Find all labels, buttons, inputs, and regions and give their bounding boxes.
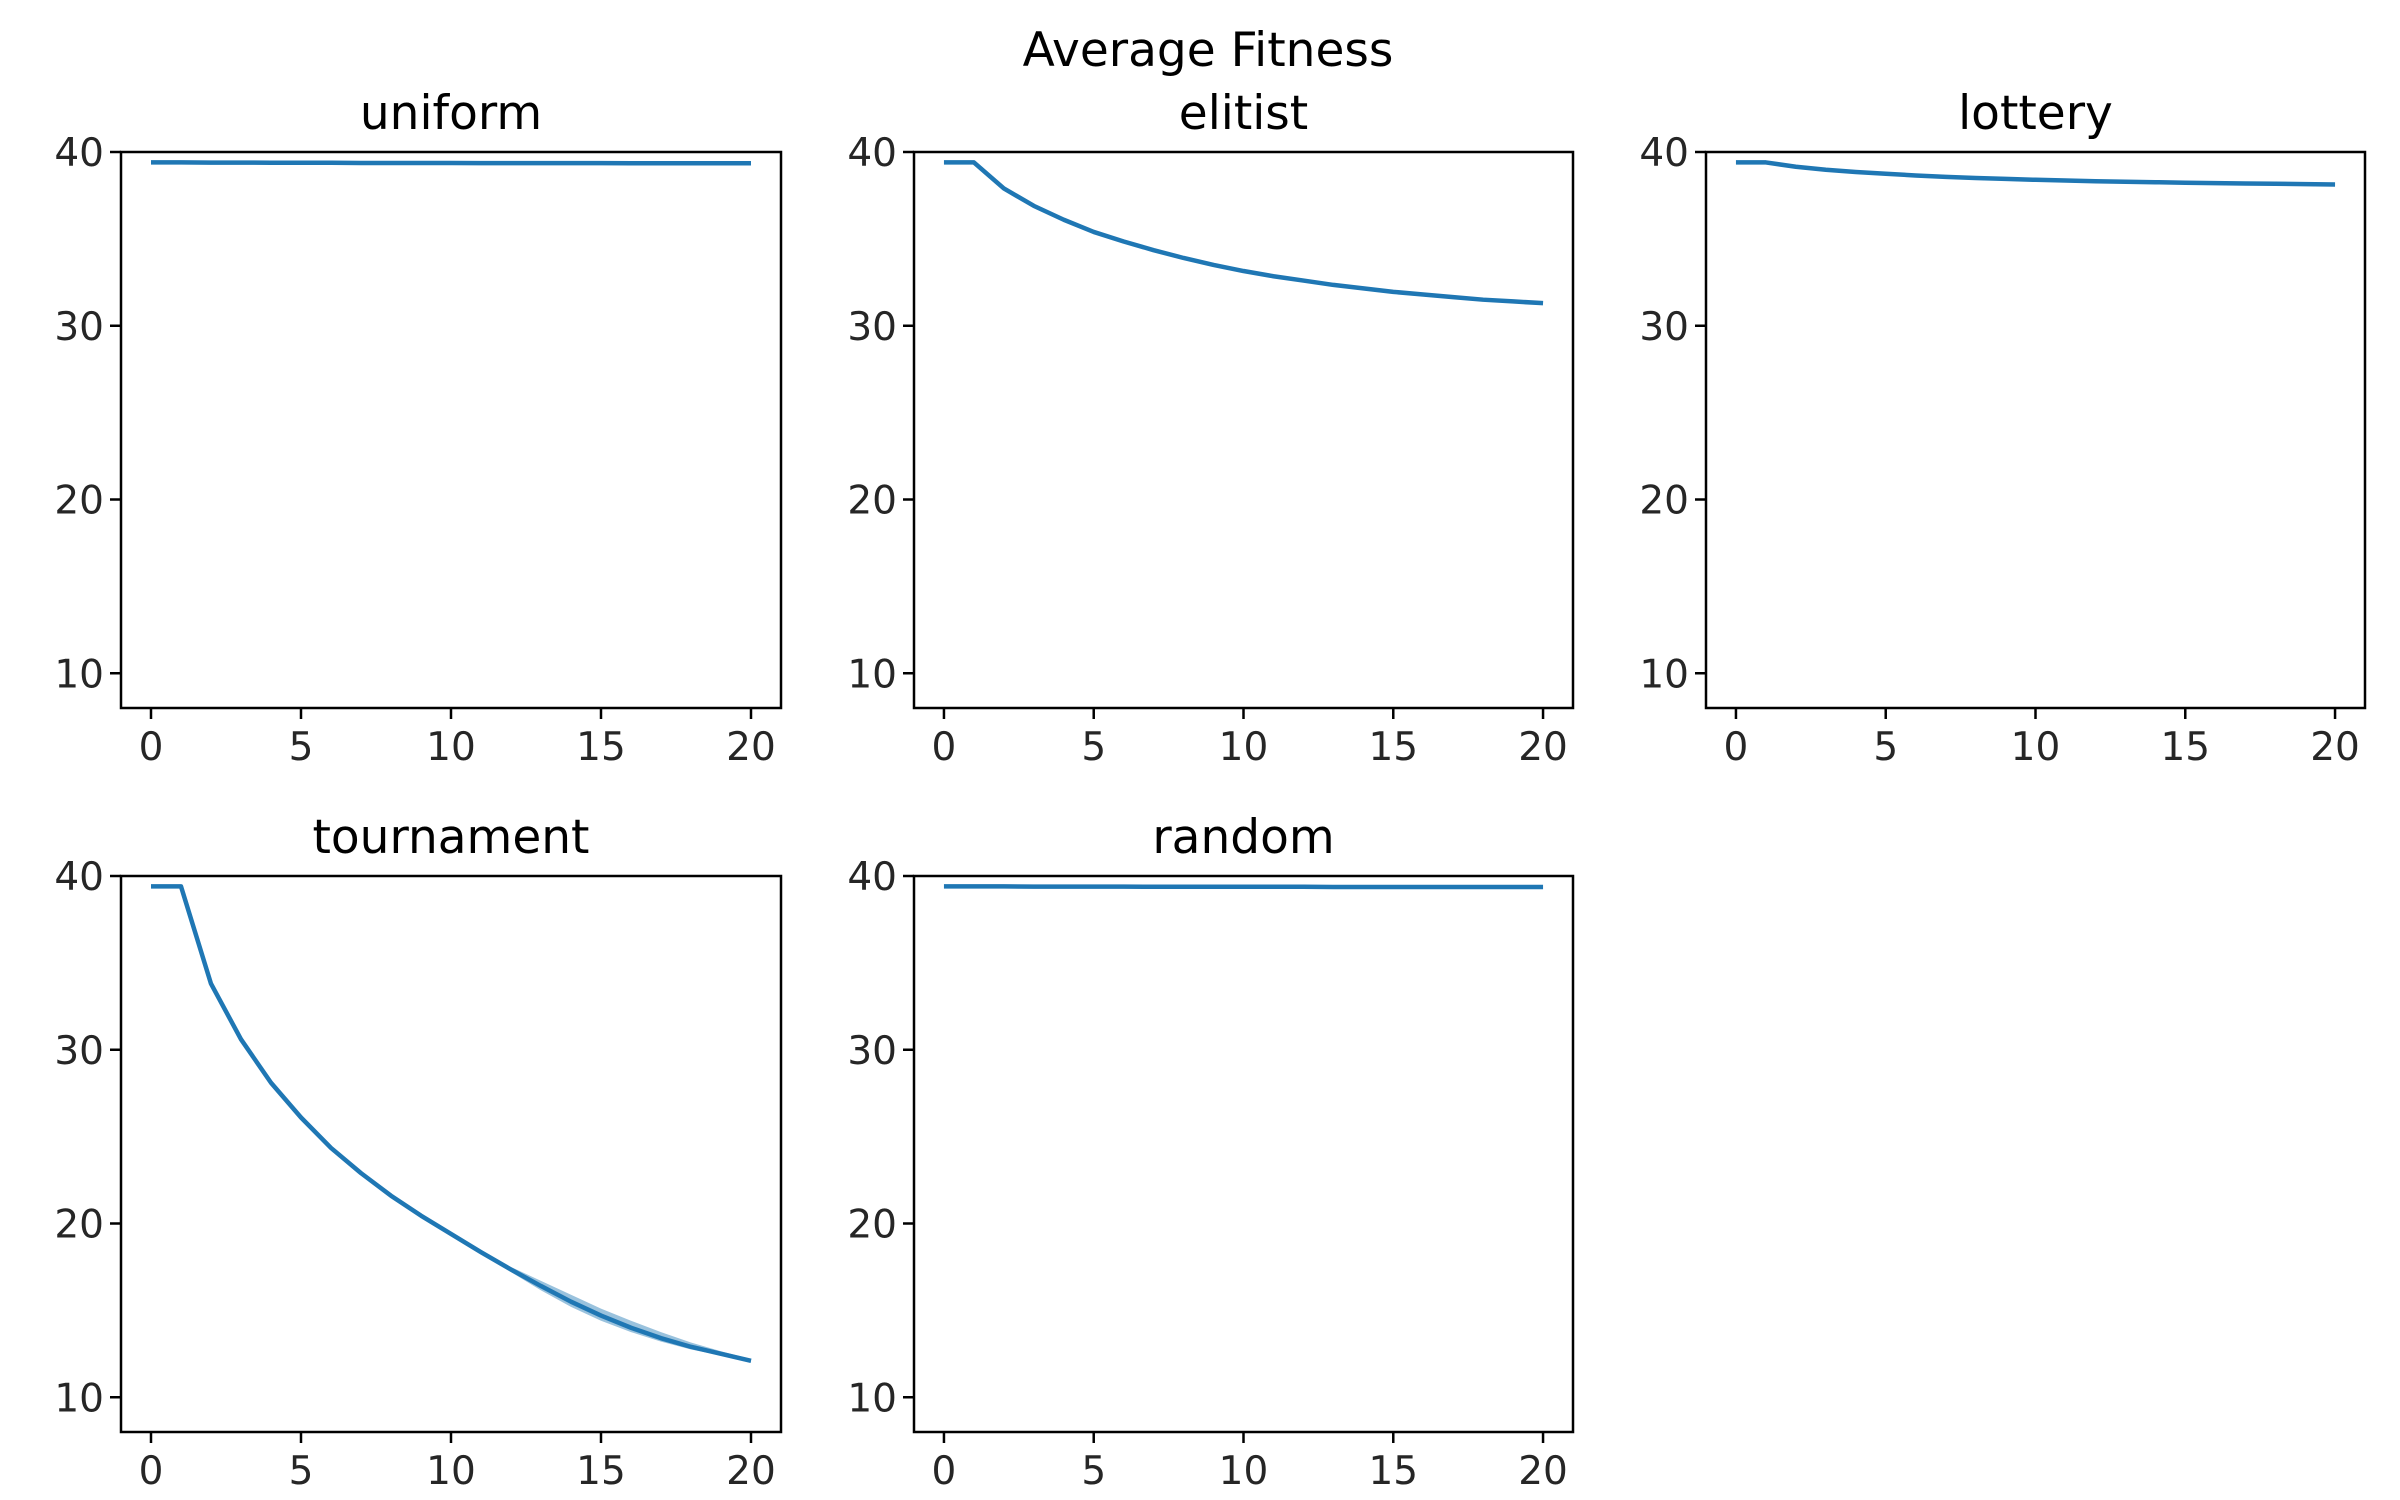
x-tick-label: 0: [932, 725, 957, 770]
y-tick-label: 30: [54, 1029, 104, 1074]
x-tick-label: 0: [932, 1449, 957, 1494]
subplot-title: uniform: [360, 86, 542, 141]
y-tick-label: 30: [1639, 305, 1689, 350]
series-line: [1735, 160, 2336, 187]
y-tick-label: 30: [54, 305, 104, 350]
x-tick-label: 15: [1368, 1449, 1418, 1494]
x-tick-label: 10: [2011, 725, 2061, 770]
subplot-title: lottery: [1958, 86, 2113, 141]
y-tick-label: 10: [1639, 652, 1689, 697]
y-tick-label: 40: [54, 855, 104, 900]
x-tick-label: 5: [289, 725, 314, 770]
subplot-lottery: 0 5 10 15 20 10 20 30 40 lottery: [1639, 86, 2367, 770]
subplot-title: random: [1152, 810, 1334, 865]
plot-area: [943, 160, 1544, 306]
x-tick-label: 20: [726, 725, 776, 770]
axes-frame: [1704, 150, 2367, 710]
x-tick-label: 5: [1081, 1449, 1106, 1494]
y-tick-label: 40: [847, 131, 897, 176]
figure-title: Average Fitness: [1023, 23, 1394, 78]
x-tick-label: 20: [1518, 1449, 1568, 1494]
x-tick-label: 5: [1081, 725, 1106, 770]
x-tick-label: 10: [1219, 1449, 1269, 1494]
x-tick-label: 0: [139, 1449, 164, 1494]
y-tick-label: 40: [847, 855, 897, 900]
y-tick-label: 20: [54, 479, 104, 524]
x-tick-label: 20: [2310, 725, 2360, 770]
x-tick-label: 15: [2160, 725, 2210, 770]
subplot-random: 0 5 10 15 20 10 20 30 40 random: [847, 810, 1575, 1494]
y-tick-label: 20: [1639, 479, 1689, 524]
x-tick-label: 20: [1518, 725, 1568, 770]
x-tick-label: 15: [576, 1449, 626, 1494]
y-tick-label: 40: [54, 131, 104, 176]
x-tick-label: 0: [1724, 725, 1749, 770]
y-tick-label: 20: [847, 1203, 897, 1248]
x-tick-label: 10: [426, 1449, 476, 1494]
x-tick-label: 10: [1219, 725, 1269, 770]
subplot-title: elitist: [1179, 86, 1308, 141]
y-tick-label: 20: [847, 479, 897, 524]
plot-area: [943, 884, 1544, 890]
subplot-tournament: 0 5 10 15 20 10 20 30 40 tournament: [54, 810, 783, 1494]
x-tick-label: 5: [289, 1449, 314, 1494]
x-tick-label: 15: [1368, 725, 1418, 770]
plot-area: [151, 884, 752, 1363]
subplot-title: tournament: [313, 810, 590, 865]
series-line: [151, 884, 752, 1363]
y-tick-label: 40: [1639, 131, 1689, 176]
y-tick-label: 10: [54, 1376, 104, 1421]
series-line: [943, 160, 1544, 306]
y-tick-label: 10: [847, 652, 897, 697]
axes-frame: [119, 874, 783, 1434]
y-tick-label: 20: [54, 1203, 104, 1248]
plot-area: [151, 160, 751, 166]
y-tick-label: 10: [847, 1376, 897, 1421]
y-tick-label: 30: [847, 305, 897, 350]
axes-frame: [912, 874, 1575, 1434]
axes-frame: [119, 150, 783, 710]
x-tick-label: 15: [576, 725, 626, 770]
axes-frame: [912, 150, 1575, 710]
y-tick-label: 10: [54, 652, 104, 697]
x-tick-label: 5: [1873, 725, 1898, 770]
series-line: [151, 160, 751, 166]
subplot-uniform: 0 5 10 15 20 10 20 30 40 uniform: [54, 86, 783, 770]
series-line: [943, 884, 1544, 890]
confidence-band: [151, 886, 751, 1363]
plot-area: [1735, 160, 2336, 187]
x-tick-label: 0: [139, 725, 164, 770]
x-tick-label: 20: [726, 1449, 776, 1494]
subplot-elitist: 0 5 10 15 20 10 20 30 40 elitist: [847, 86, 1575, 770]
x-tick-label: 10: [426, 725, 476, 770]
y-tick-label: 30: [847, 1029, 897, 1074]
